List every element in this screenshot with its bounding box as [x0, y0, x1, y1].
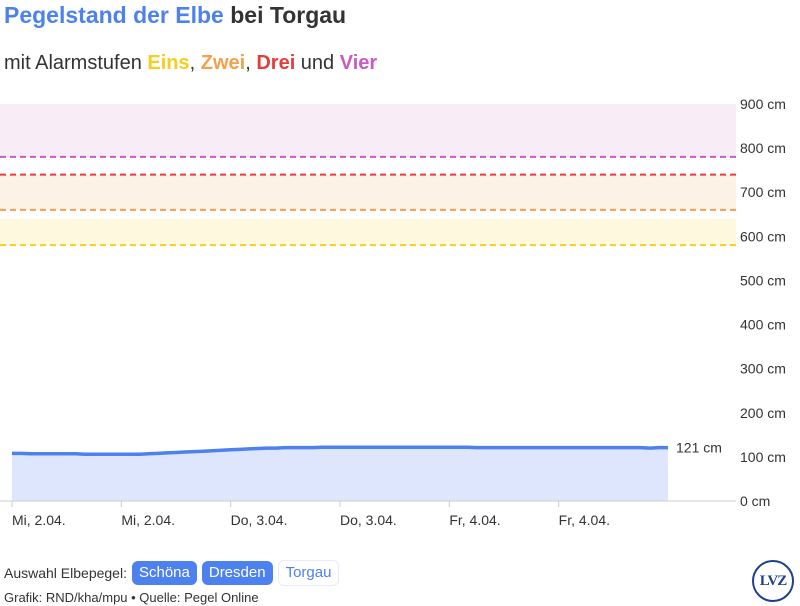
alarm-level-1-label: Eins — [147, 52, 190, 74]
y-tick-label: 400 cm — [740, 317, 786, 333]
y-tick-label: 200 cm — [740, 405, 786, 421]
alarm-level-3-label: Drei — [256, 52, 296, 74]
gauge-option-torgau[interactable]: Torgau — [277, 560, 340, 586]
source-credits: Grafik: RND/kha/mpu • Quelle: Pegel Onli… — [4, 590, 259, 605]
chart-title-river: Pegelstand der Elbe — [4, 2, 224, 28]
alarm-band-2 — [0, 174, 736, 210]
chart-title: Pegelstand der Elbe bei Torgau — [4, 2, 346, 29]
subtitle-separator: , — [245, 52, 257, 74]
subtitle-separator: und — [295, 52, 340, 74]
alarm-band-1 — [0, 218, 736, 246]
x-tick-label: Mi, 2.04. — [121, 512, 175, 528]
x-tick-label: Do, 3.04. — [231, 512, 288, 528]
y-tick-label: 600 cm — [740, 228, 786, 244]
lvz-logo: LVZ — [752, 560, 794, 602]
gauge-option-dresden[interactable]: Dresden — [201, 561, 273, 585]
water-level-line — [12, 445, 668, 456]
y-tick-label: 100 cm — [740, 449, 786, 465]
subtitle-separator: , — [189, 52, 201, 74]
water-level-area — [12, 447, 668, 501]
gauge-selector: Auswahl Elbepegel: Schöna Dresden Torgau — [4, 560, 340, 586]
subtitle-prefix: mit Alarmstufen — [4, 52, 148, 74]
y-tick-label: 500 cm — [740, 272, 786, 288]
water-level-chart: 121 cm 0 cm 100 cm 200 cm 300 cm 400 cm 500 cm… — [0, 96, 786, 528]
x-tick-label: Fr, 4.04. — [449, 512, 500, 528]
y-tick-label: 300 cm — [740, 361, 786, 377]
alarm-band-4 — [0, 104, 736, 157]
chart-subtitle: mit Alarmstufen Eins, Zwei, Drei und Vie… — [4, 52, 377, 75]
y-tick-label: 900 cm — [740, 96, 786, 112]
gauge-option-schoena[interactable]: Schöna — [131, 561, 197, 585]
y-tick-label: 800 cm — [740, 140, 786, 156]
alarm-level-4-label: Vier — [339, 52, 378, 74]
last-value-label: 121 cm — [676, 440, 722, 456]
y-tick-label: 700 cm — [740, 184, 786, 200]
x-tick-label: Do, 3.04. — [340, 512, 397, 528]
x-tick-label: Mi, 2.04. — [12, 512, 66, 528]
x-tick-label: Fr, 4.04. — [559, 512, 610, 528]
chart-title-location: bei Torgau — [223, 2, 347, 28]
gauge-selector-label: Auswahl Elbepegel: — [4, 565, 127, 581]
y-tick-label: 0 cm — [740, 493, 770, 509]
alarm-level-2-label: Zwei — [200, 52, 246, 74]
